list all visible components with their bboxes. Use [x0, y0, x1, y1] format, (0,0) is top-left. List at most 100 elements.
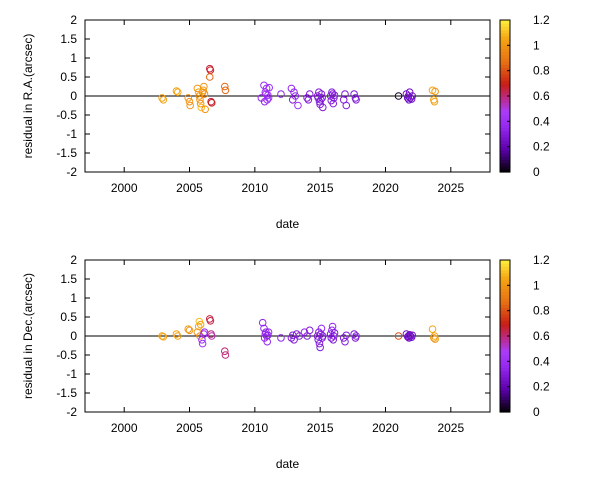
y-tick-label: -1.5 — [56, 146, 77, 160]
colorbar-segment — [500, 89, 510, 94]
residual-point — [200, 90, 209, 98]
residual-point — [201, 105, 209, 114]
residual-point — [258, 318, 267, 327]
colorbar-segment — [500, 345, 510, 350]
colorbar-segment — [500, 39, 510, 43]
colorbar-segment — [500, 361, 510, 366]
colorbar-segment — [500, 408, 510, 413]
y-tick-label: 1 — [70, 291, 77, 305]
colorbar-segment — [500, 143, 510, 148]
colorbar-segment — [500, 405, 510, 410]
residual-point — [262, 90, 270, 98]
residual-point — [199, 86, 208, 95]
x-tick-label: 2000 — [111, 421, 138, 435]
residual-point — [317, 90, 326, 98]
colorbar-tick-label: 0.6 — [533, 329, 550, 343]
colorbar-segment — [500, 304, 510, 309]
colorbar-segment — [500, 153, 510, 157]
residual-point — [328, 90, 337, 98]
colorbar-segment — [500, 364, 510, 369]
colorbar-segment — [500, 54, 510, 59]
colorbar-tick-label: 0.2 — [533, 380, 550, 394]
residual-point — [330, 91, 339, 100]
residual-point — [431, 87, 439, 96]
y-tick-label: 2 — [70, 253, 77, 267]
colorbar-segment — [500, 77, 510, 81]
x-tick-label: 2010 — [241, 181, 268, 195]
colorbar-segment — [500, 285, 510, 290]
colorbar-segment — [500, 329, 510, 334]
colorbar-tick-label: 1.2 — [533, 253, 550, 267]
residual-point — [350, 330, 358, 338]
colorbar-segment — [500, 263, 510, 267]
colorbar-tick-label: 1 — [533, 38, 540, 52]
residual-point — [407, 95, 416, 103]
colorbar-segment — [500, 396, 510, 400]
y-tick-label: -0.5 — [56, 108, 77, 122]
residual-point — [317, 96, 325, 104]
colorbar-segment — [500, 358, 510, 362]
y-tick-label: -2 — [66, 165, 77, 179]
y-tick-label: -2 — [66, 405, 77, 419]
y-axis-label: residual in Dec.(arcsec) — [21, 273, 35, 399]
residual-point — [295, 332, 304, 340]
colorbar-segment — [500, 402, 510, 407]
colorbar-segment — [500, 134, 510, 138]
colorbar-segment — [500, 288, 510, 293]
colorbar-segment — [500, 124, 510, 129]
residual-point — [430, 97, 439, 106]
residual-point — [405, 88, 414, 96]
residual-point — [197, 103, 206, 112]
colorbar-segment — [500, 332, 510, 337]
x-tick-label: 2025 — [437, 421, 464, 435]
residual-point — [262, 332, 271, 340]
colorbar-segment — [500, 32, 510, 37]
x-tick-label: 2010 — [241, 421, 268, 435]
residual-point — [206, 317, 215, 325]
colorbar-segment — [500, 323, 510, 328]
colorbar-segment — [500, 351, 510, 356]
x-tick-label: 2015 — [307, 181, 334, 195]
residual-point — [159, 96, 168, 104]
colorbar-segment — [500, 96, 510, 100]
colorbar-segment — [500, 99, 510, 103]
colorbar-segment — [500, 115, 510, 119]
colorbar-segment — [500, 70, 510, 75]
colorbar-segment — [500, 42, 510, 46]
residual-point — [200, 82, 208, 91]
colorbar-segment — [500, 29, 510, 34]
residual-point — [328, 322, 337, 331]
residual-point — [405, 331, 414, 339]
colorbar-tick-label: 0.4 — [533, 114, 550, 128]
residual-point — [207, 99, 216, 107]
colorbar-segment — [500, 339, 510, 343]
colorbar-segment — [500, 137, 510, 141]
x-tick-label: 2020 — [372, 421, 399, 435]
colorbar-segment — [500, 92, 510, 97]
colorbar-segment — [500, 260, 510, 264]
colorbar-segment — [500, 67, 510, 72]
residual-point — [303, 94, 311, 102]
colorbar-tick-label: 0.4 — [533, 354, 550, 368]
colorbar-segment — [500, 348, 510, 353]
residual-point — [341, 90, 349, 98]
residual-point — [329, 99, 338, 108]
y-tick-label: 0.5 — [60, 70, 77, 84]
colorbar-segment — [500, 298, 510, 302]
colorbar-segment — [500, 127, 510, 132]
residual-point — [291, 92, 300, 100]
colorbar-segment — [500, 130, 510, 135]
residual-point — [431, 335, 439, 343]
residual-point — [315, 328, 323, 337]
residual-point — [342, 101, 351, 110]
residual-point — [430, 332, 439, 340]
colorbar-segment — [500, 389, 510, 394]
colorbar-tick-label: 0.8 — [533, 64, 550, 78]
residual-point — [265, 83, 274, 92]
colorbar-segment — [500, 374, 510, 378]
x-axis-label: date — [276, 457, 300, 471]
residual-point — [264, 331, 272, 340]
residual-point — [287, 84, 296, 93]
colorbar-segment — [500, 118, 510, 122]
residual-point — [317, 330, 325, 338]
